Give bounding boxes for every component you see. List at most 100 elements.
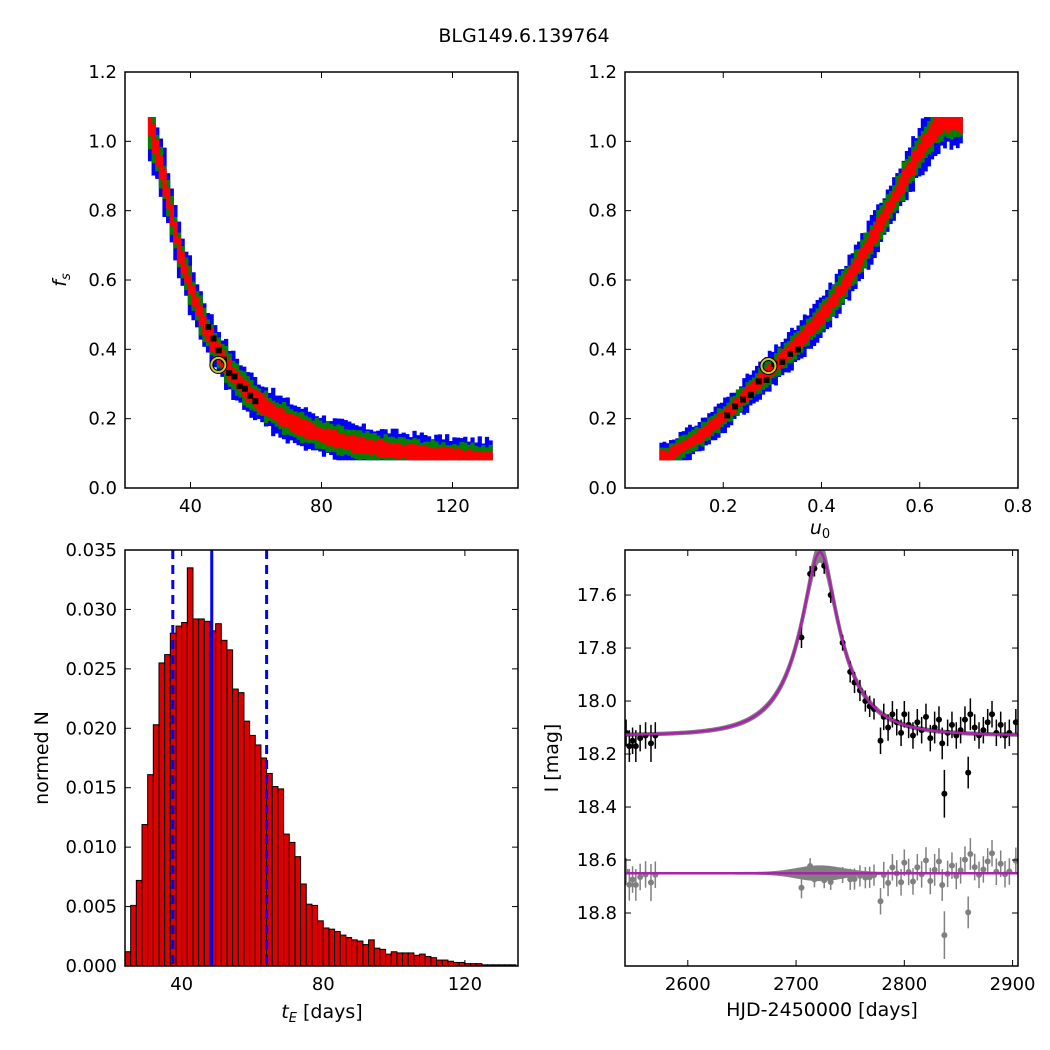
- data-point: [984, 719, 991, 726]
- tE-histogram-bar: [158, 662, 166, 967]
- fs-tE-black-cell: [226, 370, 233, 377]
- residual-point: [961, 856, 968, 863]
- fs-tE-red-cell: [158, 155, 164, 180]
- tE-histogram-bar: [300, 883, 307, 967]
- fs-u0-red-cell: [726, 406, 731, 418]
- tE-histogram-bar: [424, 955, 432, 967]
- fs-tE-ytick-label: 1.0: [88, 131, 117, 152]
- fs-tE-red-cell: [394, 442, 399, 459]
- tE-histogram-bar: [164, 654, 171, 967]
- fs-tE-red-cell: [350, 434, 356, 453]
- fs-u0-red-cell: [837, 284, 842, 299]
- data-point: [971, 724, 978, 731]
- tE-histogram-bar: [385, 953, 392, 967]
- fs-u0-black-cell: [747, 391, 754, 398]
- fs-tE-red-cell: [336, 432, 341, 448]
- tE-histogram-ytick-label: 0.015: [65, 778, 117, 799]
- fs-u0-red-cell: [872, 224, 877, 244]
- fs-tE-red-cell: [169, 204, 174, 227]
- tE-histogram-bar: [339, 934, 347, 967]
- fs-tE-red-cell: [405, 444, 410, 460]
- fs-u0-red-cell: [809, 321, 814, 336]
- residual-point: [914, 864, 921, 871]
- tE-histogram-bar: [362, 944, 370, 967]
- fs-tE-red-cell: [401, 444, 406, 458]
- fs-tE-heatmap: [147, 117, 493, 461]
- residual-point: [984, 858, 991, 865]
- fs-tE-red-cell: [390, 443, 395, 458]
- tE-histogram-bar: [152, 724, 160, 967]
- fs-tE-black-cell: [205, 324, 212, 331]
- fs-tE-red-cell: [307, 421, 312, 440]
- tE-histogram-xtick-label: 120: [448, 974, 482, 995]
- fs-u0-best-fit-marker: [760, 357, 777, 374]
- residual-point: [997, 860, 1004, 867]
- fs-tE-red-cell: [285, 413, 290, 428]
- fs-tE-red-cell: [256, 392, 261, 412]
- fs-u0-red-cell: [936, 117, 941, 136]
- fs-tE-ytick-label: 0.0: [88, 478, 117, 499]
- fs-u0-red-cell: [729, 403, 734, 415]
- data-point: [939, 740, 946, 747]
- data-point: [898, 729, 905, 736]
- fs-u0-red-cell: [898, 177, 903, 197]
- figure-title: BLG149.6.139764: [438, 25, 609, 47]
- fs-tE-red-cell: [274, 407, 279, 422]
- residual-point: [927, 878, 934, 885]
- fs-tE-red-cell: [376, 439, 381, 457]
- fs-u0-red-cell: [716, 412, 721, 429]
- tE-histogram-xtick-label: 80: [312, 974, 335, 995]
- fs-u0-red-cell: [949, 117, 954, 131]
- fs-u0-ytick-label: 0.2: [588, 409, 617, 430]
- fs-u0-black-cell: [779, 358, 786, 365]
- fs-u0-red-cell: [841, 278, 845, 296]
- fs-u0-red-cell: [818, 309, 823, 327]
- fs-u0-xtick-label: 0.2: [709, 496, 738, 517]
- residual-point: [647, 879, 654, 886]
- fs-tE-red-cell: [466, 448, 472, 461]
- fs-tE-black-cell: [231, 373, 238, 380]
- residual-point: [901, 859, 908, 866]
- light-curve-xtick-label: 2600: [665, 974, 711, 995]
- tE-histogram-bar: [390, 951, 398, 967]
- fs-u0-red-cell: [828, 296, 833, 314]
- residual-point: [877, 898, 884, 905]
- fs-u0-red-cell: [681, 440, 686, 452]
- residual-point: [827, 878, 834, 885]
- fs-u0-red-cell: [802, 327, 807, 345]
- fs-tE-red-cell: [372, 441, 377, 455]
- data-point: [901, 711, 908, 718]
- panel-light-curve: 2600 2700 2800 2900 17.6 17.8 18.0 18.2 18.4 18.6…: [541, 549, 1035, 1021]
- fs-u0-red-cell: [821, 304, 826, 324]
- residual-point: [637, 873, 644, 880]
- fs-u0-red-cell: [710, 419, 715, 433]
- data-point: [914, 719, 921, 726]
- tE-histogram-bar: [277, 788, 285, 967]
- data-point: [989, 711, 996, 718]
- fs-tE-red-cell: [383, 441, 388, 458]
- light-curve-frame: [624, 549, 1019, 967]
- data-point: [980, 727, 987, 734]
- tE-histogram-bar: [260, 757, 268, 967]
- tE-histogram-bar: [317, 920, 324, 967]
- tE-histogram-bar: [215, 623, 222, 967]
- tE-histogram-ytick-label: 0.010: [65, 837, 117, 858]
- fs-tE-best-fit-marker: [210, 356, 227, 373]
- residual-point: [941, 932, 948, 939]
- tE-histogram-bar: [351, 939, 358, 967]
- residual-point: [847, 876, 854, 883]
- fs-u0-ytick-label: 0.8: [588, 201, 617, 222]
- fs-tE-black-cell: [247, 392, 254, 399]
- model-curve: [625, 550, 1018, 736]
- fs-u0-red-cell: [748, 384, 753, 396]
- fs-tE-red-cell: [176, 237, 182, 263]
- fs-tE-red-cell: [321, 429, 327, 443]
- tE-histogram-bar: [430, 957, 438, 967]
- fs-u0-red-cell: [812, 316, 817, 334]
- fs-u0-red-cell: [777, 354, 782, 370]
- residual-point: [965, 909, 972, 916]
- tE-histogram-bar: [288, 841, 296, 967]
- fs-u0-red-cell: [920, 135, 925, 158]
- fs-tE-red-cell: [278, 407, 283, 426]
- fs-tE-red-cell: [445, 447, 450, 461]
